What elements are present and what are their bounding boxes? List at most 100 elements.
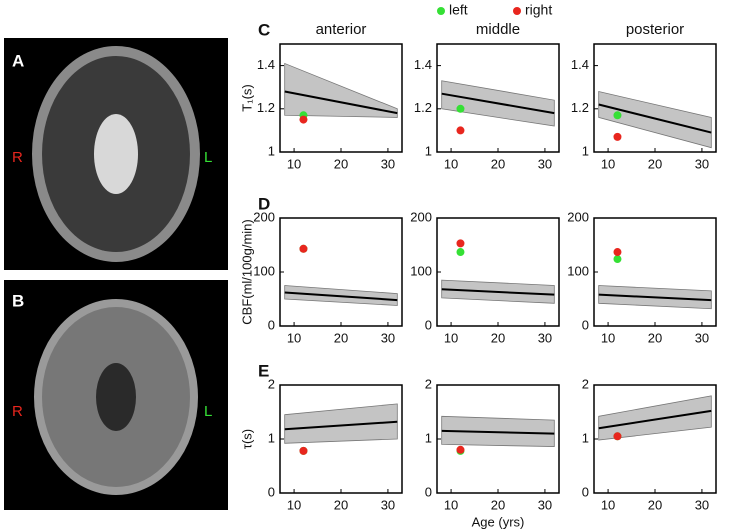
y-tick-label: 1 [425,430,432,445]
x-tick-label: 10 [287,497,301,512]
data-point [613,248,622,257]
y-axis-label: τ(s) [239,429,254,449]
y-tick-label: 1 [268,430,275,445]
fit-line [284,90,398,115]
fit-line [284,420,398,431]
x-tick-label: 10 [601,330,615,345]
mri-a: A R L [4,38,228,270]
y-tick-label: 1.2 [257,100,275,115]
legend-label: left [449,2,468,18]
x-tick-label: 20 [334,156,348,171]
x-tick-label: 30 [538,330,552,345]
y-tick-label: 0 [582,484,589,499]
column-title: anterior [316,21,367,38]
panel-label: C [258,20,270,39]
y-tick-label: 200 [410,209,432,224]
panel-label: E [258,361,269,380]
legend-label: right [525,2,552,18]
side-label: R [12,149,23,166]
side-label: L [204,403,212,420]
data-point [299,244,308,253]
data-point [456,248,465,257]
x-tick-label: 10 [444,497,458,512]
panel-label: D [258,194,270,213]
x-tick-label: 30 [381,497,395,512]
confidence-band [284,62,398,118]
fit-line [598,103,712,134]
data-point [299,115,308,124]
side-label: R [12,403,23,420]
side-label: L [204,149,212,166]
y-tick-label: 0 [268,317,275,332]
x-tick-label: 10 [444,156,458,171]
y-tick-label: 1.2 [414,100,432,115]
x-tick-label: 30 [695,330,709,345]
fit-line [441,288,555,296]
data-point [613,432,622,441]
y-axis-label: CBF(ml/100g/min) [239,219,254,324]
x-tick-label: 30 [695,156,709,171]
y-tick-label: 1 [425,143,432,158]
data-point [456,445,465,454]
plot-frame [436,217,560,327]
x-tick-label: 30 [695,497,709,512]
x-tick-label: 20 [648,156,662,171]
x-tick-label: 10 [601,497,615,512]
y-tick-label: 0 [425,484,432,499]
data-point [456,239,465,248]
data-point [613,132,622,141]
x-tick-label: 20 [334,497,348,512]
x-axis-label: Age (yrs) [472,514,525,529]
confidence-band [598,395,712,441]
y-tick-label: 200 [253,209,275,224]
y-tick-label: 0 [425,317,432,332]
x-tick-label: 20 [648,497,662,512]
data-point [299,446,308,455]
column-title: middle [476,21,520,38]
x-tick-label: 30 [381,330,395,345]
y-axis-label: T₁(s) [239,84,254,112]
x-tick-label: 20 [648,330,662,345]
y-tick-label: 1 [582,430,589,445]
image-label: A [12,51,24,70]
y-tick-label: 100 [253,263,275,278]
y-tick-label: 0 [268,484,275,499]
confidence-band [598,91,712,149]
fit-line [598,409,712,430]
plot-frame [279,217,403,327]
fit-line [441,92,555,115]
x-tick-label: 10 [287,330,301,345]
confidence-band [284,403,398,444]
x-tick-label: 20 [491,156,505,171]
legend-dot [513,7,521,15]
x-tick-label: 20 [491,497,505,512]
y-tick-label: 0 [582,317,589,332]
data-point [613,255,622,264]
fit-line [441,429,555,435]
y-tick-label: 2 [268,376,275,391]
data-point [456,104,465,113]
image-label: B [12,291,24,310]
x-tick-label: 30 [538,497,552,512]
y-tick-label: 1.4 [257,57,275,72]
y-tick-label: 1 [268,143,275,158]
y-tick-label: 1 [582,143,589,158]
y-tick-label: 2 [582,376,589,391]
legend-dot [437,7,445,15]
y-tick-label: 1.4 [571,57,589,72]
x-tick-label: 30 [381,156,395,171]
y-tick-label: 100 [567,263,589,278]
x-tick-label: 10 [444,330,458,345]
y-tick-label: 200 [567,209,589,224]
data-point [613,111,622,120]
x-tick-label: 30 [538,156,552,171]
x-tick-label: 20 [334,330,348,345]
x-tick-label: 10 [601,156,615,171]
mri-b: B R L [4,280,228,510]
y-tick-label: 1.2 [571,100,589,115]
plot-frame [593,217,717,327]
y-tick-label: 100 [410,263,432,278]
data-point [456,126,465,135]
x-tick-label: 20 [491,330,505,345]
